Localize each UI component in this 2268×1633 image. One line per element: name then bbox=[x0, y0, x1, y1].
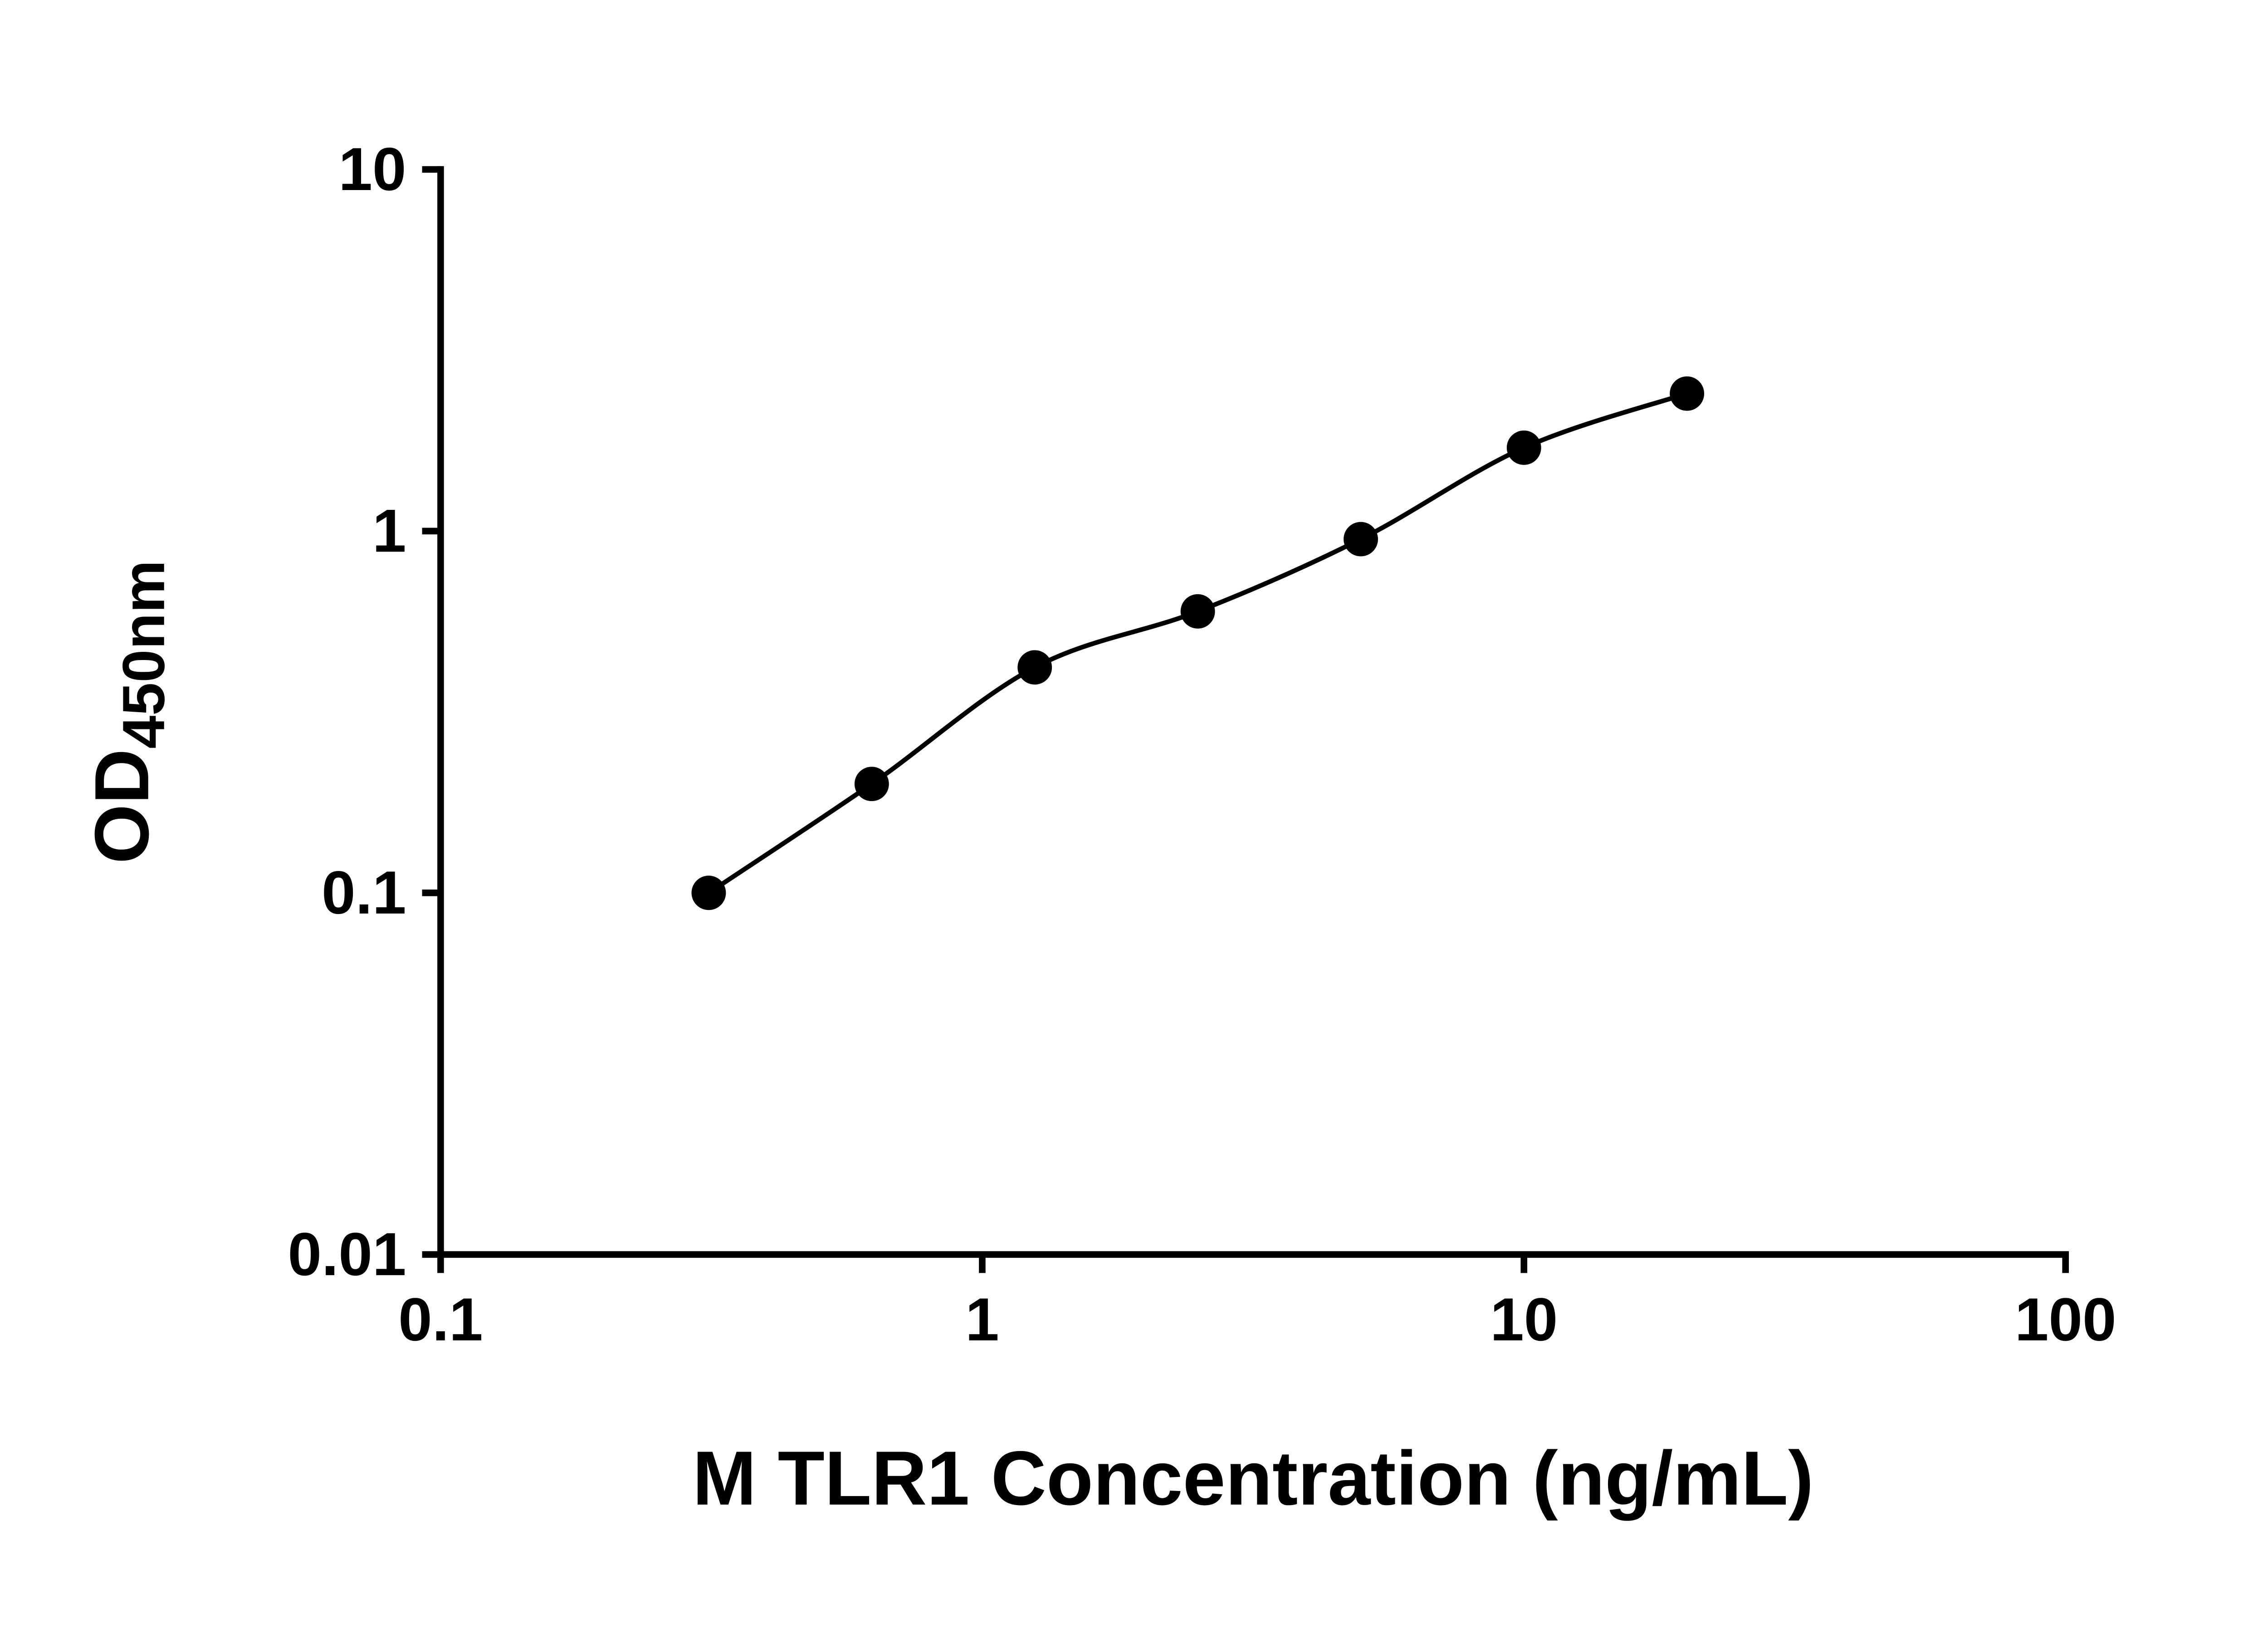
data-point bbox=[1017, 650, 1052, 685]
data-point bbox=[691, 875, 726, 910]
y-tick-label: 10 bbox=[338, 136, 406, 203]
x-tick-label: 10 bbox=[1490, 1286, 1558, 1354]
data-point bbox=[1506, 430, 1541, 465]
y-axis-title: OD450nm bbox=[79, 560, 177, 864]
x-tick-label: 0.1 bbox=[398, 1286, 483, 1354]
axis-frame bbox=[437, 166, 2069, 1258]
y-tick-label: 0.1 bbox=[322, 859, 406, 927]
x-axis-title: M TLR1 Concentration (ng/mL) bbox=[693, 1435, 1814, 1521]
y-tick-label: 0.01 bbox=[288, 1221, 406, 1288]
data-point bbox=[854, 767, 889, 802]
x-tick-label: 100 bbox=[2015, 1286, 2116, 1354]
data-point bbox=[1180, 594, 1215, 629]
data-point bbox=[1344, 522, 1378, 557]
x-tick-label: 1 bbox=[965, 1286, 999, 1354]
data-point bbox=[1670, 376, 1705, 411]
y-tick-label: 1 bbox=[372, 497, 406, 565]
fit-curve-layer bbox=[706, 391, 1690, 895]
y-axis-title-main: OD bbox=[79, 749, 165, 864]
fit-curve bbox=[706, 391, 1690, 895]
y-axis-title-sub: 450nm bbox=[110, 560, 177, 749]
axes-layer bbox=[422, 166, 2069, 1273]
data-points-layer bbox=[691, 376, 1705, 910]
